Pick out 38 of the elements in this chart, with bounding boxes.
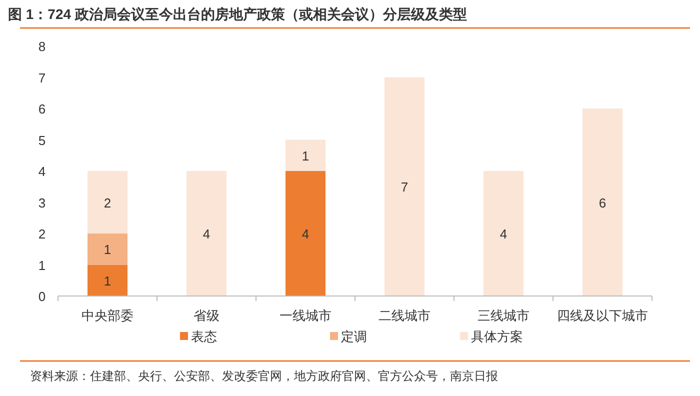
data-label: 1 [104, 242, 112, 258]
y-tick-label: 1 [38, 258, 46, 273]
bar [582, 108, 622, 296]
legend-label: 定调 [341, 329, 367, 344]
bar [286, 171, 326, 296]
bar [286, 140, 326, 171]
bar [88, 264, 128, 296]
y-tick-label: 5 [38, 132, 46, 148]
x-tick-label: 一线城市 [280, 308, 332, 323]
y-tick-label: 3 [38, 195, 46, 210]
chart-title: 图 1：724 政治局会议至今出台的房地产政策（或相关会议）分层级及类型 [8, 6, 467, 22]
data-label: 4 [500, 226, 508, 242]
data-label: 4 [202, 226, 210, 242]
x-tick-label: 中央部委 [82, 308, 134, 323]
bar [88, 234, 128, 265]
x-tick-label: 四线及以下城市 [557, 308, 648, 323]
data-label: 6 [598, 195, 606, 210]
x-tick-label: 三线城市 [478, 308, 530, 323]
bar [88, 171, 128, 234]
x-tick-label: 二线城市 [378, 308, 430, 323]
data-label: 4 [302, 226, 310, 242]
y-tick-label: 7 [38, 70, 46, 86]
bar [186, 171, 226, 296]
x-tick-label: 省级 [194, 308, 220, 323]
y-tick-label: 2 [38, 226, 46, 242]
y-tick-label: 8 [38, 39, 46, 54]
legend-label: 具体方案 [471, 329, 523, 344]
legend-label: 表态 [191, 329, 217, 344]
bar [384, 77, 424, 296]
text: 资料来源：住建部、央行、公安部、发改委官网，地方政府官网、官方公众号，南京日报 [30, 369, 498, 383]
bar [484, 171, 524, 296]
data-label: 7 [400, 180, 408, 195]
data-label: 2 [104, 195, 112, 210]
data-label: 1 [302, 148, 310, 164]
data-label: 1 [104, 273, 112, 288]
y-tick-label: 6 [38, 102, 46, 116]
y-tick-label: 4 [38, 164, 46, 179]
y-tick-label: 0 [38, 289, 46, 304]
